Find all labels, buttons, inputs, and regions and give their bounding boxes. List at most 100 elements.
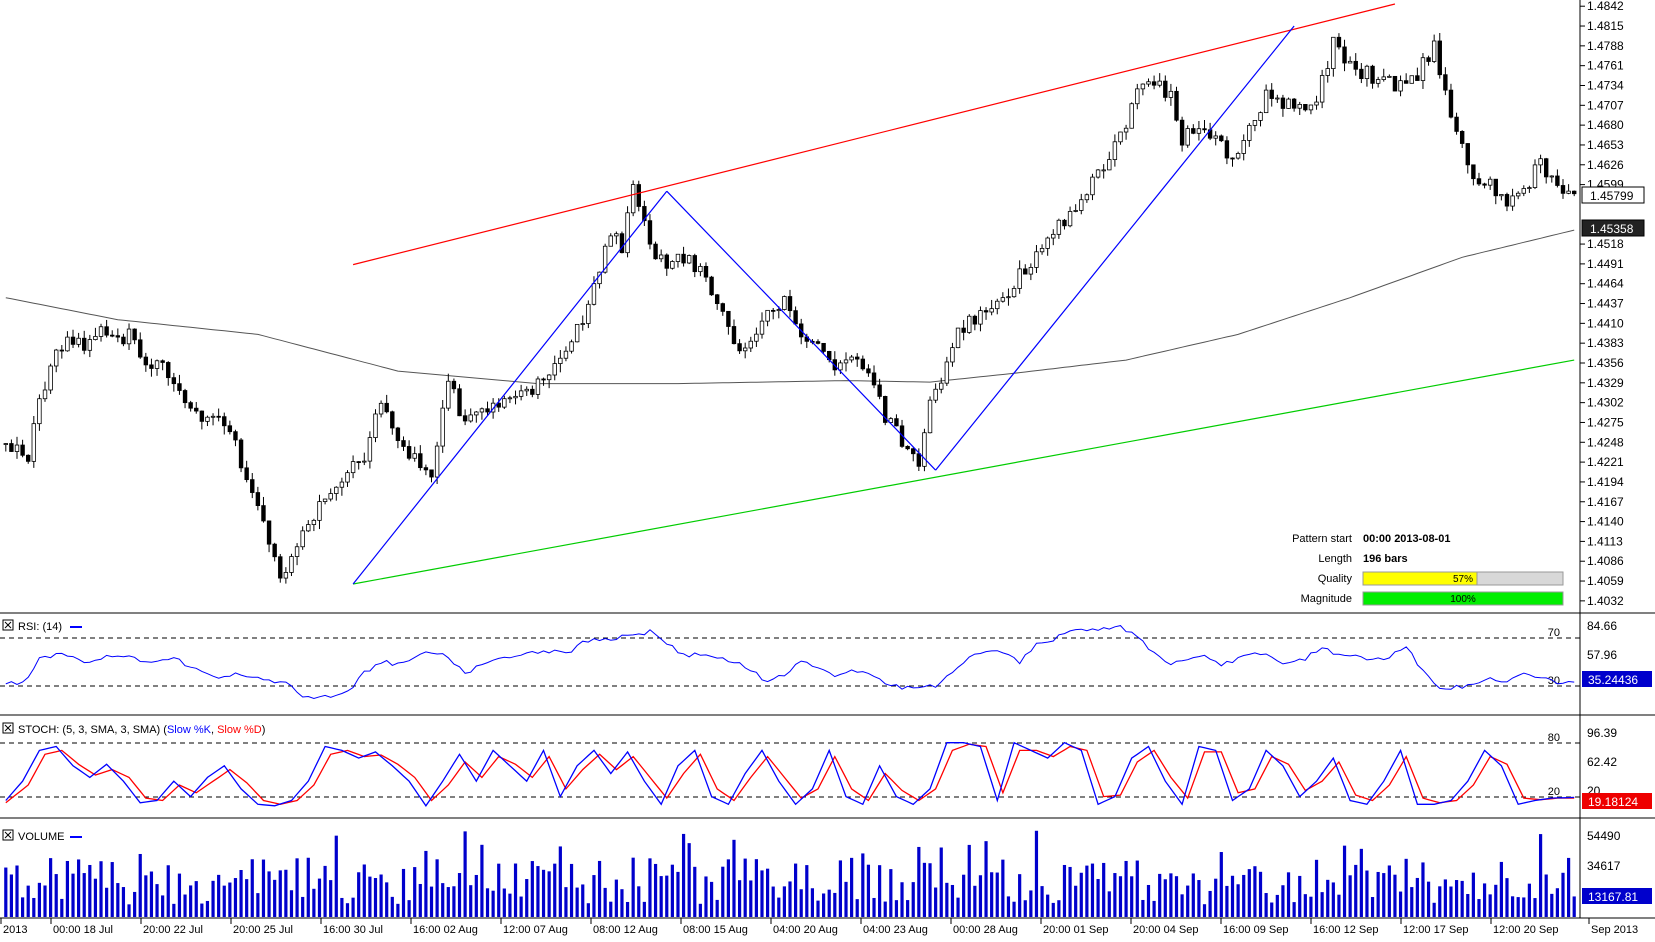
time-tick-label-11: 00:00 28 Aug — [953, 924, 1018, 936]
volume-bar-80 — [452, 886, 456, 917]
volume-bar-22 — [127, 904, 131, 917]
candle-body-134 — [754, 333, 759, 342]
candle-body-35 — [199, 410, 205, 422]
candle-body-223 — [1252, 120, 1258, 126]
candle-body-240 — [1347, 60, 1353, 64]
volume-bar-208 — [1169, 873, 1173, 917]
candle-body-21 — [121, 336, 126, 345]
candle-body-99 — [558, 357, 563, 364]
volume-bar-181 — [1018, 874, 1022, 917]
candle-body-195 — [1095, 169, 1101, 178]
candle-body-2 — [14, 444, 20, 452]
volume-bar-186 — [1046, 894, 1050, 917]
stoch-title: STOCH: (5, 3, SMA, 3, SMA) (Slow %K, Slo… — [18, 724, 265, 736]
candle-body-261 — [1465, 143, 1470, 166]
volume-bar-23 — [133, 891, 137, 917]
candle-body-20 — [115, 335, 121, 338]
volume-bar-158 — [889, 869, 893, 917]
volume-bar-163 — [917, 846, 921, 917]
volume-bar-99 — [558, 846, 562, 917]
price-tick-label-4: 1.4734 — [1587, 78, 1624, 92]
candle-body-5 — [31, 423, 37, 462]
time-tick-label-1: 00:00 18 Jul — [53, 924, 113, 936]
volume-bar-204 — [1146, 884, 1151, 917]
candle-body-22 — [126, 328, 132, 345]
candle-body-239 — [1342, 46, 1347, 64]
trendline-layer — [352, 3, 1575, 585]
candle-body-113 — [636, 184, 641, 207]
volume-bar-54 — [306, 857, 310, 917]
candle-body-59 — [334, 486, 339, 494]
candle-body-246 — [1381, 76, 1386, 80]
volume-bar-187 — [1051, 902, 1055, 917]
volume-bar-116 — [653, 863, 658, 917]
volume-bar-65 — [368, 876, 372, 917]
candle-body-40 — [227, 425, 233, 433]
volume-bar-179 — [1006, 896, 1011, 917]
volume-bar-119 — [670, 864, 674, 917]
volume-bar-259 — [1454, 880, 1459, 917]
volume-bar-134 — [754, 859, 758, 917]
candle-body-203 — [1140, 83, 1146, 90]
price-axis: 1.4842 1.4815 1.4788 1.4761 1.4734 1.4707 1.46… — [1580, 0, 1624, 608]
candle-body-136 — [765, 309, 770, 322]
time-tick-label-10: 04:00 23 Aug — [863, 924, 928, 936]
volume-bar-48 — [273, 879, 277, 917]
trendline-1 — [352, 359, 1575, 585]
candle-body-157 — [883, 396, 888, 423]
volume-bar-244 — [1370, 897, 1375, 917]
volume-bar-172 — [967, 844, 971, 917]
volume-bar-144 — [810, 888, 815, 917]
rsi-current-value: 35.24436 — [1588, 673, 1638, 687]
candle-body-188 — [1056, 219, 1062, 235]
volume-bar-170 — [956, 897, 960, 917]
volume-bar-8 — [49, 858, 53, 917]
volume-bar-193 — [1085, 865, 1089, 917]
stoch-title-prefix: STOCH: (5, 3, SMA, 3, SMA) ( — [18, 724, 167, 736]
volume-bar-214 — [1202, 904, 1207, 917]
volume-bar-104 — [586, 903, 590, 917]
volume-bar-17 — [99, 861, 103, 917]
candle-body-110 — [619, 233, 625, 254]
candle-body-198 — [1112, 141, 1118, 160]
volume-bar-87 — [491, 890, 495, 917]
volume-bar-127 — [715, 899, 719, 917]
candle-body-117 — [658, 254, 664, 260]
volume-bar-90 — [508, 893, 512, 917]
candle-body-89 — [502, 398, 507, 408]
candle-body-55 — [311, 519, 317, 525]
volume-bar-203 — [1141, 899, 1145, 917]
candle-body-114 — [642, 206, 647, 222]
candle-body-85 — [479, 408, 485, 413]
length-label: Length — [1318, 553, 1352, 565]
candle-body-255 — [1431, 40, 1437, 62]
volume-bar-109 — [614, 879, 618, 917]
candle-body-52 — [294, 546, 300, 557]
candle-body-245 — [1375, 79, 1381, 84]
candle-body-204 — [1146, 81, 1151, 85]
candle-body-231 — [1297, 104, 1302, 109]
candle-body-42 — [238, 439, 244, 469]
volume-bar-112 — [631, 857, 635, 917]
candle-body-33 — [188, 402, 193, 409]
volume-bar-190 — [1068, 866, 1072, 917]
candle-body-34 — [194, 407, 199, 412]
candle-body-32 — [182, 390, 188, 404]
candle-body-171 — [961, 327, 966, 333]
volume-bar-4 — [26, 885, 30, 917]
candle-body-168 — [944, 361, 950, 384]
volume-bar-45 — [256, 893, 260, 917]
stoch-k-line — [5, 741, 1575, 807]
volume-bar-52 — [295, 858, 299, 917]
candle-body-213 — [1196, 128, 1202, 134]
price-tick-label-11: 1.4491 — [1587, 257, 1624, 271]
volume-bar-157 — [883, 901, 887, 917]
candle-body-49 — [278, 556, 283, 579]
candle-body-82 — [462, 415, 468, 422]
candle-body-257 — [1443, 74, 1448, 91]
volume-bar-47 — [267, 871, 271, 917]
candle-body-232 — [1303, 104, 1308, 111]
volume-bar-81 — [457, 873, 462, 917]
volume-bar-123 — [693, 866, 697, 917]
volume-bar-231 — [1298, 875, 1302, 917]
